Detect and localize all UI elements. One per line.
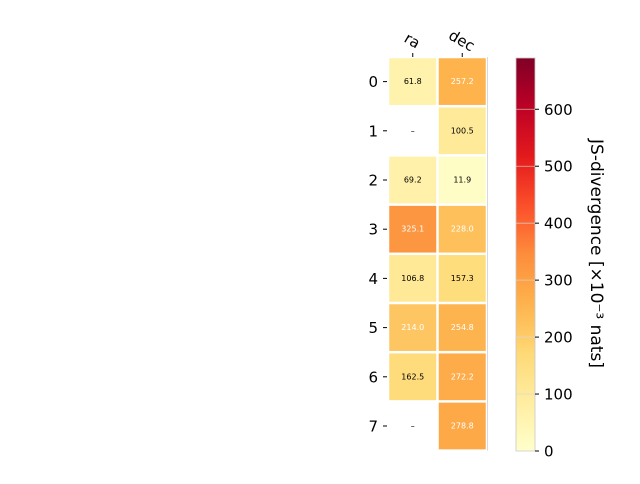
heatmap-cell-empty [389, 402, 437, 450]
row-label-7: 7 [368, 418, 378, 436]
colorbar-tick-label: 300 [544, 272, 573, 290]
cell-label: 69.2 [404, 176, 422, 185]
cell-label: 254.8 [451, 323, 474, 332]
cell-label: – [411, 126, 415, 135]
heatmap-cell-2-dec [438, 156, 486, 204]
colorbar-tick-label: 500 [544, 158, 573, 176]
heatmap-cell-6-ra [389, 353, 437, 401]
heatmap-cell-4-dec [438, 255, 486, 302]
heatmap-cell-4-ra [389, 255, 437, 302]
row-label-3: 3 [368, 221, 378, 239]
colorbar [516, 58, 535, 451]
heatmap-cell-6-dec [438, 353, 486, 401]
colorbar-tick-label: 600 [544, 101, 573, 119]
heatmap-cell-5-dec [438, 304, 486, 351]
cell-label: – [411, 422, 415, 431]
cell-label: 228.0 [451, 225, 474, 234]
heatmap-cell-empty [389, 107, 437, 155]
heatmap-cell-7-dec [438, 402, 486, 450]
row-label-0: 0 [368, 73, 378, 91]
cell-label: 157.3 [451, 274, 474, 283]
colorbar-tick-label: 0 [544, 443, 554, 461]
row-label-2: 2 [368, 172, 378, 190]
cell-label: 272.2 [451, 372, 474, 381]
colorbar-tick-label: 200 [544, 329, 573, 347]
row-label-6: 6 [368, 368, 378, 386]
row-label-5: 5 [368, 319, 378, 337]
column-label-ra: ra [401, 29, 423, 52]
heatmap-cell-2-ra [389, 156, 437, 204]
heatmap-cell-0-dec [438, 58, 486, 105]
cell-label: 11.9 [453, 176, 471, 185]
cell-label: 61.8 [404, 77, 422, 86]
row-label-1: 1 [368, 122, 378, 140]
colorbar-tick-label: 400 [544, 215, 573, 233]
colorbar-tick-label: 100 [544, 386, 573, 404]
heatmap-cell-3-dec [438, 205, 486, 253]
heatmap-cell-5-ra [389, 304, 437, 351]
cell-label: 106.8 [401, 274, 424, 283]
cell-label: 325.1 [401, 225, 424, 234]
heatmap-cell-3-ra [389, 205, 437, 253]
heatmap-cell-0-ra [389, 58, 437, 105]
column-label-dec: dec [446, 26, 478, 55]
cell-label: 278.8 [451, 422, 474, 431]
cell-label: 100.5 [451, 126, 474, 135]
row-label-4: 4 [368, 270, 378, 288]
cell-label: 257.2 [451, 77, 474, 86]
cell-label: 162.5 [401, 372, 424, 381]
cell-label: 214.0 [401, 323, 424, 332]
heatmap-cell-1-dec [438, 107, 486, 155]
colorbar-label: JS-divergence [×10⁻³ nats] [586, 138, 606, 368]
